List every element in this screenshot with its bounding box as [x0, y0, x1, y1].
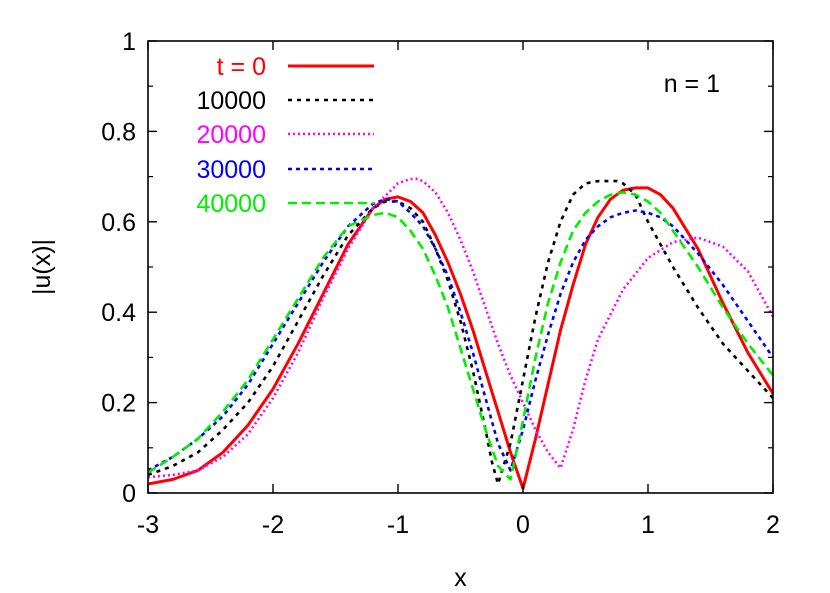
series-layer — [147, 177, 775, 490]
series-line-3 — [147, 177, 775, 479]
x-tick-label: -3 — [137, 511, 159, 539]
legend-label-1: t = 0 — [217, 53, 266, 81]
y-tick-label: 0.2 — [101, 390, 136, 418]
series-line-5 — [147, 191, 775, 481]
legend-label-5: 40000 — [196, 190, 266, 218]
series-line-4 — [147, 197, 775, 472]
y-tick-label: 1 — [122, 28, 136, 56]
x-tick-label: 0 — [516, 511, 530, 539]
x-tick-label: 2 — [766, 511, 780, 539]
ticks-layer: -3 -2 -1 0 1 2 0 0.2 0.4 0.6 0.8 1 — [101, 28, 780, 539]
y-tick-label: 0.4 — [101, 299, 136, 327]
legend-label-3: 20000 — [196, 121, 266, 149]
x-tick-label: -1 — [387, 511, 409, 539]
x-axis-title: x — [454, 564, 467, 592]
y-tick-label: 0.6 — [101, 209, 136, 237]
y-axis-title: |u(x)| — [28, 239, 56, 295]
legend: t = 0 10000 20000 30000 40000 — [196, 53, 374, 218]
legend-label-4: 30000 — [196, 156, 266, 184]
legend-label-2: 10000 — [196, 87, 266, 115]
series-line-2 — [147, 179, 774, 486]
series-line-1 — [147, 186, 775, 490]
annotation-n: n = 1 — [664, 70, 720, 98]
x-tick-label: -2 — [262, 511, 284, 539]
y-tick-label: 0 — [122, 480, 136, 508]
x-tick-label: 1 — [641, 511, 655, 539]
y-tick-label: 0.8 — [101, 118, 136, 146]
